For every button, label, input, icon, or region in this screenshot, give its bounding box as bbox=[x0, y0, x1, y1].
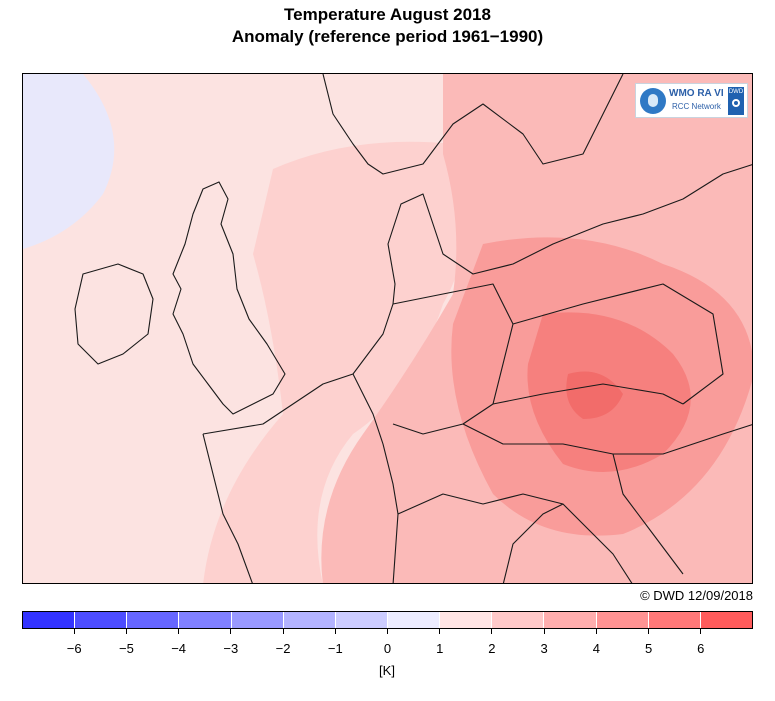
colorbar-cell bbox=[700, 612, 752, 628]
colorbar-cell bbox=[335, 612, 388, 628]
continental-coastline bbox=[202, 164, 752, 435]
border-balkans bbox=[612, 453, 684, 575]
colorbar-tick-label: −1 bbox=[327, 641, 343, 656]
ireland-coastline bbox=[74, 263, 154, 365]
border-czech-slovakia bbox=[492, 383, 684, 405]
border-poland bbox=[512, 283, 724, 405]
colorbar-tick bbox=[648, 629, 650, 634]
colorbar-tick-label: −3 bbox=[223, 641, 239, 656]
colorbar-tick bbox=[73, 629, 75, 634]
colorbar-tick bbox=[491, 629, 493, 634]
colorbar-cell bbox=[179, 612, 232, 628]
anomaly-map: WMO RA VI RCC Network DWD bbox=[22, 73, 753, 584]
border-germany bbox=[392, 283, 514, 435]
colorbar-tick bbox=[178, 629, 180, 634]
colorbar bbox=[22, 611, 753, 629]
colorbar-tick-label: −2 bbox=[275, 641, 291, 656]
colorbar-cell bbox=[596, 612, 649, 628]
dwd-swirl-icon bbox=[732, 99, 740, 107]
colorbar-tick-label: −4 bbox=[171, 641, 187, 656]
dwd-badge: DWD bbox=[728, 87, 744, 115]
great-britain-coastline bbox=[172, 181, 286, 415]
anomaly-field-minus1-0 bbox=[23, 74, 115, 249]
colorbar-tick-label: 5 bbox=[644, 641, 653, 656]
border-france-east bbox=[352, 373, 399, 583]
colorbar-cell bbox=[387, 612, 441, 628]
colorbar-tick-label: −6 bbox=[66, 641, 82, 656]
credit-text: © DWD 12/09/2018 bbox=[640, 588, 753, 603]
map-title-line2: Anomaly (reference period 1961−1990) bbox=[231, 27, 544, 46]
colorbar-tick-label: 2 bbox=[488, 641, 496, 656]
colorbar-tick bbox=[439, 629, 441, 634]
colorbar-unit: [K] bbox=[379, 663, 395, 678]
colorbar-cell bbox=[492, 612, 545, 628]
colorbar-tick bbox=[387, 629, 388, 634]
anomaly-field-1-2 bbox=[203, 141, 466, 583]
logo-line1: WMO RA VI bbox=[669, 88, 724, 99]
wmo-rcc-logo: WMO RA VI RCC Network DWD bbox=[635, 83, 748, 118]
colorbar-cell bbox=[283, 612, 336, 628]
map-canvas bbox=[23, 74, 752, 583]
colorbar-tick bbox=[282, 629, 284, 634]
colorbar-tick-label: 4 bbox=[592, 641, 600, 656]
colorbar-tick bbox=[700, 629, 702, 634]
colorbar-tick bbox=[334, 629, 336, 634]
colorbar-tick-label: −5 bbox=[119, 641, 134, 656]
colorbar-cell bbox=[544, 612, 597, 628]
wmo-globe-icon bbox=[640, 88, 666, 114]
biscay-coastline bbox=[202, 433, 253, 583]
border-alps bbox=[397, 493, 564, 515]
colorbar-cell bbox=[231, 612, 284, 628]
colorbar-tick-label: 6 bbox=[697, 641, 705, 656]
map-title-line1: Temperature August 2018 bbox=[284, 5, 491, 24]
anomaly-field-5-6 bbox=[566, 371, 623, 419]
colorbar-cell bbox=[75, 612, 128, 628]
colorbar-cell bbox=[23, 612, 76, 628]
colorbar-tick bbox=[543, 629, 545, 634]
colorbar-tick bbox=[125, 629, 127, 634]
colorbar-tick bbox=[595, 629, 597, 634]
colorbar-tick-label: 1 bbox=[436, 641, 444, 656]
colorbar-tick bbox=[230, 629, 232, 634]
colorbar-tick-label: 0 bbox=[383, 641, 392, 656]
scandinavia-coastline bbox=[322, 74, 624, 175]
colorbar-tick-label: 3 bbox=[540, 641, 548, 656]
colorbar-cell bbox=[648, 612, 701, 628]
logo-line2: RCC Network bbox=[672, 102, 721, 111]
colorbar-cell bbox=[440, 612, 493, 628]
colorbar-cell bbox=[127, 612, 180, 628]
